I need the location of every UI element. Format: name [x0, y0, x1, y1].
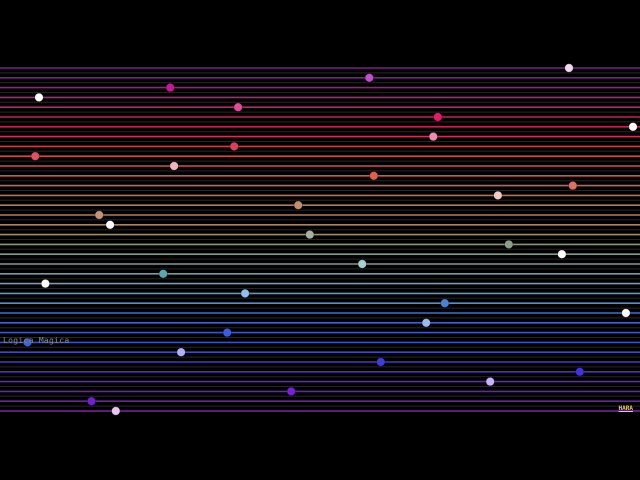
string-dot	[293, 200, 303, 210]
string-dot	[286, 386, 296, 396]
string-dot	[34, 92, 44, 102]
string-dot	[169, 161, 179, 171]
string-dot	[22, 337, 32, 347]
string-dot	[30, 151, 40, 161]
string-dot	[105, 220, 115, 230]
string-dot	[165, 83, 175, 93]
string-dot	[493, 190, 503, 200]
string-dot	[357, 259, 367, 269]
string-dot	[628, 122, 638, 132]
string-dot	[433, 112, 443, 122]
string-dot	[421, 318, 431, 328]
string-dot	[364, 73, 374, 83]
string-dot	[94, 210, 104, 220]
string-dot	[233, 102, 243, 112]
string-dot	[158, 269, 168, 279]
string-dot	[376, 357, 386, 367]
string-dot	[485, 377, 495, 387]
string-dot	[568, 181, 578, 191]
string-dot	[87, 396, 97, 406]
string-dot	[240, 288, 250, 298]
string-dot	[222, 328, 232, 338]
string-dot	[575, 367, 585, 377]
string-dot	[305, 230, 315, 240]
string-dot	[557, 249, 567, 259]
string-dot	[40, 279, 50, 289]
string-dot	[504, 239, 514, 249]
string-dot	[440, 298, 450, 308]
string-dot	[621, 308, 631, 318]
corner-badge: HARA	[618, 405, 633, 412]
string-dot	[564, 63, 574, 73]
string-dot	[111, 406, 121, 416]
string-dot	[229, 141, 239, 151]
string-dot	[176, 347, 186, 357]
app-title-label: Logica Magica	[3, 336, 70, 345]
string-dot	[428, 132, 438, 142]
string-dot	[369, 171, 379, 181]
